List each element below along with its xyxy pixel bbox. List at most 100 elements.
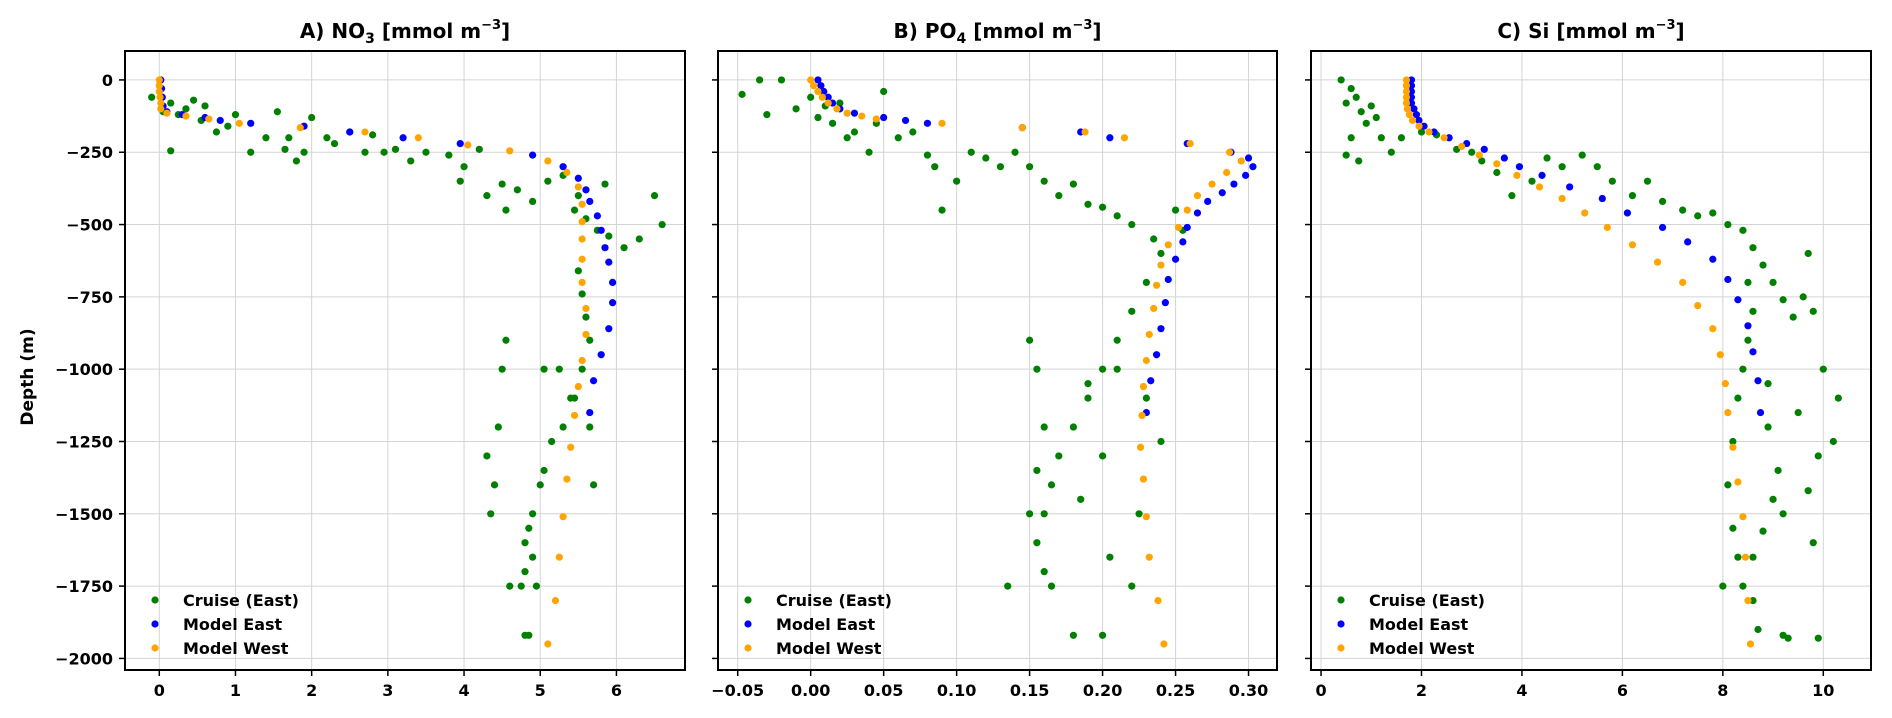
data-point: [1653, 258, 1662, 266]
data-point: [235, 119, 243, 127]
data-point: [817, 82, 825, 90]
plot-frame: [1310, 50, 1872, 671]
data-point: [1739, 365, 1747, 373]
data-point: [1417, 128, 1426, 136]
data-point: [1478, 157, 1486, 165]
data-point: [483, 192, 491, 200]
data-point: [167, 99, 175, 107]
data-point: [1142, 356, 1150, 365]
data-point: [1628, 241, 1637, 249]
data-point: [1603, 223, 1611, 232]
data-point: [824, 99, 832, 107]
data-point: [601, 180, 609, 188]
data-point: [1734, 394, 1742, 402]
legend-label: Model East: [183, 615, 283, 634]
data-point: [586, 197, 594, 206]
x-tick-label: 4: [458, 681, 469, 700]
data-point: [156, 93, 164, 101]
data-point: [1769, 278, 1777, 287]
data-point: [1412, 111, 1421, 119]
data-point: [1819, 365, 1827, 373]
data-point: [544, 157, 552, 165]
data-point: [1069, 631, 1077, 639]
data-point: [1558, 163, 1566, 171]
data-point: [1033, 365, 1041, 373]
data-point: [502, 206, 510, 214]
data-point: [1430, 128, 1438, 136]
legend: Cruise (East) Model East Model West: [151, 591, 299, 658]
data-point: [1834, 394, 1842, 402]
data-point: [589, 377, 598, 385]
data-point: [1799, 293, 1807, 301]
data-point: [182, 105, 190, 113]
y-tick-label: −1250: [55, 432, 113, 451]
data-point: [1779, 296, 1787, 304]
data-point: [1729, 437, 1737, 446]
x-tick-label: 0: [154, 681, 165, 700]
data-point: [1709, 325, 1717, 333]
data-point: [407, 157, 415, 165]
data-point: [490, 481, 499, 489]
data-point: [650, 192, 659, 200]
data-point: [578, 218, 586, 226]
data-point: [1204, 197, 1212, 206]
data-point: [828, 119, 837, 127]
data-point: [593, 212, 601, 220]
legend-label: Model West: [183, 639, 289, 658]
x-tick-label: 0.25: [1156, 681, 1195, 700]
legend-label: Model East: [776, 615, 876, 634]
data-point: [938, 119, 946, 127]
data-point: [460, 163, 468, 171]
data-point: [521, 568, 529, 576]
data-point: [525, 524, 533, 532]
data-point: [923, 151, 932, 159]
data-point: [1106, 134, 1114, 142]
data-point: [1138, 411, 1146, 420]
series-cruise-east: [148, 93, 666, 639]
data-point: [529, 510, 537, 518]
x-tick-label: −0.05: [711, 681, 764, 700]
data-point: [1128, 582, 1136, 590]
data-point: [1829, 437, 1837, 446]
data-point: [1069, 180, 1077, 188]
data-point: [1445, 134, 1453, 142]
data-point: [1581, 209, 1589, 217]
data-point: [201, 102, 209, 110]
data-point: [1749, 553, 1757, 561]
x-tick-label: 3: [382, 681, 393, 700]
legend-label: Cruise (East): [183, 591, 299, 610]
data-point: [582, 186, 590, 194]
data-point: [1145, 330, 1153, 339]
data-point: [605, 325, 613, 333]
data-point: [361, 128, 369, 136]
data-point: [1150, 235, 1158, 243]
data-point: [1403, 105, 1412, 113]
data-point: [189, 96, 198, 104]
data-point: [809, 82, 818, 90]
data-point: [1749, 596, 1757, 605]
y-tick-label: −1750: [55, 577, 113, 596]
data-point: [1004, 582, 1012, 590]
data-point: [483, 452, 491, 460]
data-point: [1694, 301, 1702, 310]
data-point: [1734, 296, 1742, 304]
data-point: [216, 116, 224, 125]
title-subscript: 4: [956, 31, 966, 47]
data-point: [1147, 377, 1155, 385]
data-point: [574, 183, 582, 191]
data-point: [1535, 183, 1544, 191]
data-point: [807, 93, 815, 101]
data-point: [578, 290, 586, 298]
data-point: [1040, 510, 1048, 518]
data-point: [1342, 151, 1350, 159]
data-point: [1679, 278, 1687, 287]
data-point: [1150, 304, 1158, 313]
data-point: [1402, 99, 1411, 107]
data-point: [982, 154, 990, 162]
data-point: [1139, 475, 1148, 483]
title-text: ]: [1676, 19, 1685, 43]
data-point: [1069, 423, 1077, 431]
data-point: [506, 582, 514, 590]
data-point: [1347, 85, 1355, 93]
data-point: [1739, 226, 1747, 234]
